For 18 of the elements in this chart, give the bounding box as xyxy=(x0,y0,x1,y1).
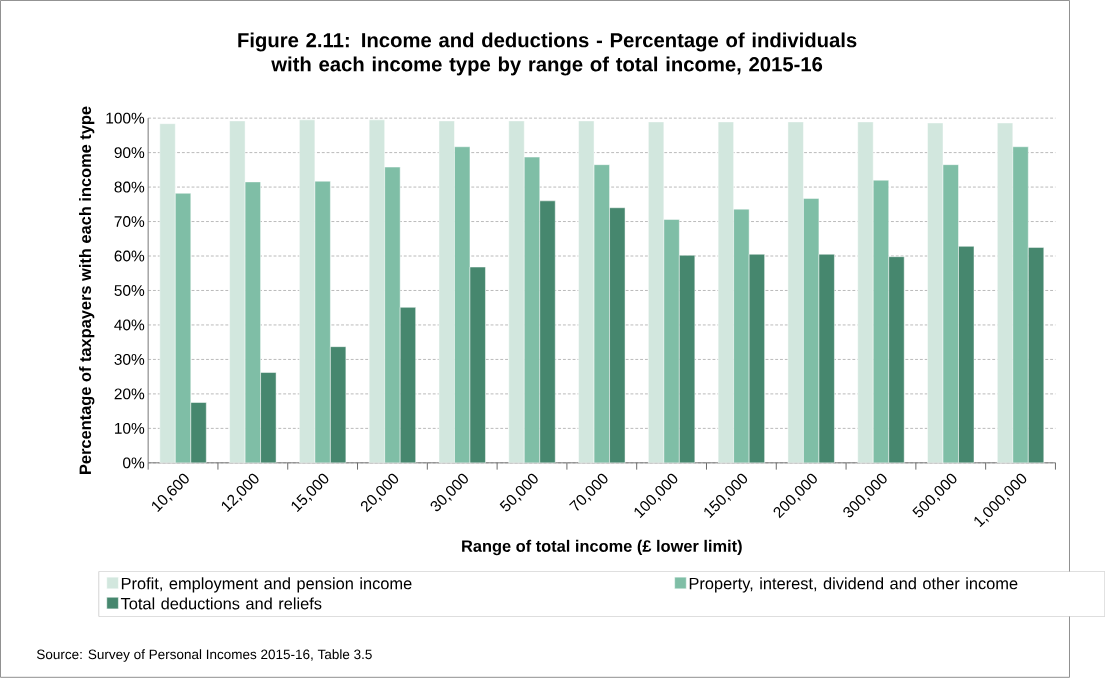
x-axis-title: Range of total income (£ lower limit) xyxy=(462,539,742,556)
y-axis-title: Percentage of taxpayers with each income type xyxy=(79,106,95,475)
y-tick-label: 80% xyxy=(114,181,145,193)
y-tick-label: 60% xyxy=(114,250,145,262)
y-tick-label: 10% xyxy=(115,423,145,434)
y-tick-label: 40% xyxy=(114,319,145,331)
legend-label: Profit, employment and pension income xyxy=(121,577,412,593)
y-tick-label: 20% xyxy=(114,388,145,400)
legend-label: Property, interest, dividend and other income xyxy=(689,577,1018,593)
y-tick-label: 30% xyxy=(114,354,145,365)
source-note: Source: Survey of Personal Incomes 2015-16, Table 3.5 xyxy=(36,649,372,662)
y-tick-label: 70% xyxy=(114,216,145,228)
legend-label: Total deductions and reliefs xyxy=(120,597,322,610)
y-tick-label: 50% xyxy=(114,285,145,297)
y-tick-label: 90% xyxy=(114,147,145,159)
chart-title: Figure 2.11: Income and deductions - Percentage of individuals with each income type by range of total income, 2015-16 xyxy=(238,32,857,76)
y-tick-label: 100% xyxy=(106,112,145,124)
y-tick-label: 0% xyxy=(123,457,145,469)
